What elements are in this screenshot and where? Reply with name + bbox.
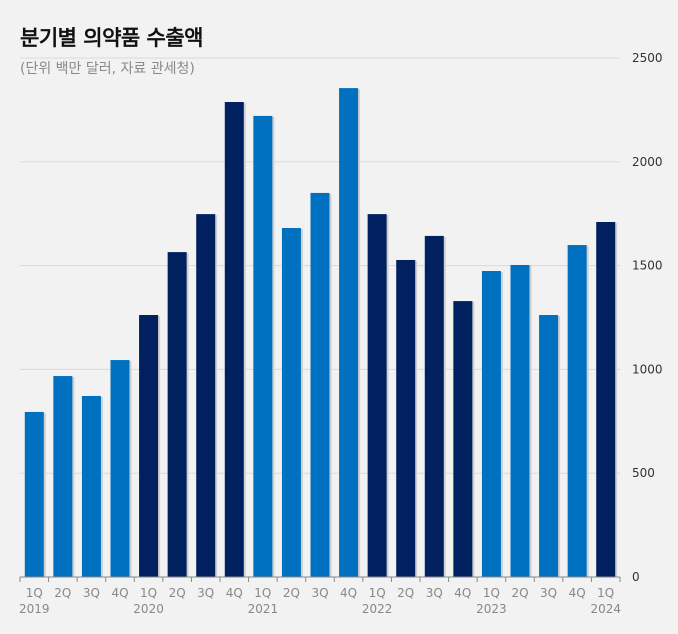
bar	[167, 252, 187, 577]
bar	[53, 376, 73, 577]
x-tick-label: 3Q	[83, 586, 100, 600]
x-year-label: 2022	[362, 602, 393, 616]
bar	[253, 115, 273, 577]
x-tick-label: 4Q	[454, 586, 471, 600]
x-tick-label: 3Q	[426, 586, 443, 600]
bar	[224, 102, 244, 577]
x-year-label: 2021	[248, 602, 279, 616]
y-tick-label: 500	[632, 466, 655, 480]
x-tick-label: 2Q	[169, 586, 186, 600]
bar	[339, 88, 359, 578]
x-tick-label: 3Q	[197, 586, 214, 600]
bar	[596, 222, 616, 577]
x-tick-label: 2Q	[511, 586, 528, 600]
bar	[453, 301, 473, 577]
x-tick-label: 1Q	[140, 586, 157, 600]
x-tick-label: 2Q	[283, 586, 300, 600]
y-tick-label: 2500	[632, 51, 663, 65]
bar	[110, 360, 130, 577]
x-tick-label: 4Q	[226, 586, 243, 600]
x-tick-label: 4Q	[569, 586, 586, 600]
x-tick-label: 1Q	[26, 586, 43, 600]
y-tick-label: 2000	[632, 155, 663, 169]
chart-subtitle: (단위 백만 달러, 자료 관세청)	[20, 61, 195, 77]
bar	[424, 235, 444, 577]
bar	[310, 192, 330, 577]
x-year-label: 2020	[133, 602, 164, 616]
x-tick-label: 1Q	[597, 586, 614, 600]
x-tick-label: 1Q	[369, 586, 386, 600]
x-year-label: 2024	[590, 602, 621, 616]
bar	[367, 214, 387, 577]
bar	[281, 228, 301, 577]
bar	[81, 395, 101, 577]
y-tick-label: 1500	[632, 259, 663, 273]
bar	[196, 214, 216, 577]
x-year-label: 2023	[476, 602, 507, 616]
x-tick-label: 4Q	[111, 586, 128, 600]
x-tick-label: 3Q	[311, 586, 328, 600]
y-tick-label: 1000	[632, 362, 663, 376]
bar	[396, 259, 416, 577]
x-tick-label: 3Q	[540, 586, 557, 600]
x-tick-label: 4Q	[340, 586, 357, 600]
x-tick-label: 2Q	[397, 586, 414, 600]
x-year-label: 2019	[19, 602, 50, 616]
bar	[539, 315, 559, 577]
bar	[567, 245, 587, 577]
bar	[481, 270, 501, 577]
bar	[139, 315, 159, 577]
y-tick-label: 0	[632, 570, 640, 584]
x-tick-label: 1Q	[483, 586, 500, 600]
bar	[510, 264, 530, 577]
x-tick-label: 1Q	[254, 586, 271, 600]
bar	[24, 411, 44, 577]
chart-title: 분기별 의약품 수출액	[20, 26, 204, 50]
x-tick-label: 2Q	[54, 586, 71, 600]
